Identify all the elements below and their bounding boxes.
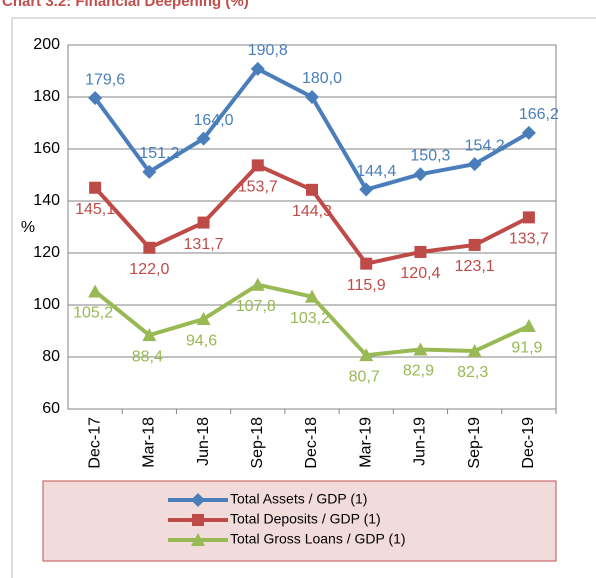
y-tick-label: 60 bbox=[42, 400, 60, 417]
marker bbox=[88, 91, 103, 106]
data-label: 91,9 bbox=[511, 339, 542, 356]
marker bbox=[468, 238, 481, 251]
data-label: 88,4 bbox=[132, 348, 163, 365]
marker bbox=[413, 342, 428, 356]
marker bbox=[196, 131, 211, 146]
marker bbox=[467, 157, 482, 172]
marker bbox=[250, 277, 265, 291]
y-axis-label: % bbox=[21, 219, 35, 236]
data-label: 82,3 bbox=[457, 364, 488, 381]
y-tick-label: 200 bbox=[33, 36, 60, 53]
plot-area bbox=[67, 44, 557, 410]
y-tick-label: 80 bbox=[42, 348, 60, 365]
legend-label: Total Deposits / GDP (1) bbox=[230, 511, 381, 527]
marker bbox=[196, 312, 211, 326]
x-tick-label: Jun-19 bbox=[412, 417, 429, 466]
x-tick-label: Dec-17 bbox=[86, 417, 103, 469]
data-label: 166,2 bbox=[519, 106, 559, 123]
marker bbox=[306, 183, 318, 196]
x-tick-label: Dec-19 bbox=[520, 417, 537, 469]
marker bbox=[414, 245, 427, 258]
data-label: 123,1 bbox=[455, 258, 495, 275]
marker bbox=[89, 181, 102, 194]
data-label: 82,9 bbox=[403, 363, 434, 380]
x-tick-label: Sep-18 bbox=[249, 417, 266, 469]
data-label: 144,4 bbox=[356, 163, 396, 180]
marker bbox=[467, 344, 482, 358]
legend-label: Total Assets / GDP (1) bbox=[230, 491, 367, 507]
marker bbox=[522, 211, 535, 224]
data-label: 153,7 bbox=[238, 179, 278, 196]
marker bbox=[250, 61, 265, 76]
data-label: 150,3 bbox=[410, 147, 450, 164]
x-tick-label: Sep-19 bbox=[466, 417, 483, 469]
y-tick-label: 160 bbox=[33, 140, 60, 157]
data-label: 144,3 bbox=[292, 203, 332, 220]
data-label: 122,0 bbox=[129, 261, 169, 278]
x-tick-label: Jun-18 bbox=[195, 417, 212, 466]
marker bbox=[521, 319, 536, 333]
marker bbox=[88, 284, 103, 298]
data-label: 180,0 bbox=[302, 70, 342, 87]
marker bbox=[359, 348, 374, 362]
x-tick-label: Mar-18 bbox=[141, 417, 158, 468]
y-tick-label: 100 bbox=[33, 296, 60, 313]
y-tick-label: 120 bbox=[33, 244, 60, 261]
marker bbox=[360, 257, 373, 270]
marker bbox=[251, 159, 264, 172]
marker bbox=[359, 182, 374, 197]
marker bbox=[191, 493, 205, 507]
legend-label: Total Gross Loans / GDP (1) bbox=[230, 531, 406, 547]
data-label: 103,2 bbox=[290, 310, 330, 327]
legend-box bbox=[42, 480, 557, 562]
data-label: 154,2 bbox=[465, 137, 505, 154]
data-label: 120,4 bbox=[400, 265, 440, 282]
marker bbox=[142, 164, 157, 179]
marker bbox=[192, 514, 204, 526]
data-label: 145,1 bbox=[75, 201, 115, 218]
y-tick-label: 140 bbox=[33, 192, 60, 209]
marker bbox=[191, 533, 205, 546]
y-tick-label: 180 bbox=[33, 88, 60, 105]
data-label: 133,7 bbox=[509, 231, 549, 248]
data-label: 107,8 bbox=[236, 298, 276, 315]
x-tick-label: Mar-19 bbox=[357, 417, 374, 468]
marker bbox=[197, 216, 210, 229]
data-label: 179,6 bbox=[85, 71, 125, 88]
x-tick-label: Dec-18 bbox=[303, 417, 320, 469]
data-label: 115,9 bbox=[347, 277, 386, 294]
marker bbox=[305, 90, 319, 104]
marker bbox=[521, 125, 536, 140]
data-label: 94,6 bbox=[186, 332, 217, 349]
data-label: 151,2 bbox=[139, 145, 179, 162]
data-label: 131,7 bbox=[184, 236, 224, 253]
marker bbox=[142, 328, 157, 342]
data-label: 105,2 bbox=[73, 305, 113, 322]
chart-title: Chart 3.2: Financial Deepening (%) bbox=[2, 0, 249, 10]
data-label: 80,7 bbox=[349, 368, 380, 385]
data-label: 164,0 bbox=[194, 112, 234, 129]
marker bbox=[143, 241, 156, 254]
marker bbox=[413, 167, 428, 182]
marker bbox=[305, 289, 319, 303]
data-label: 190,8 bbox=[248, 42, 288, 59]
